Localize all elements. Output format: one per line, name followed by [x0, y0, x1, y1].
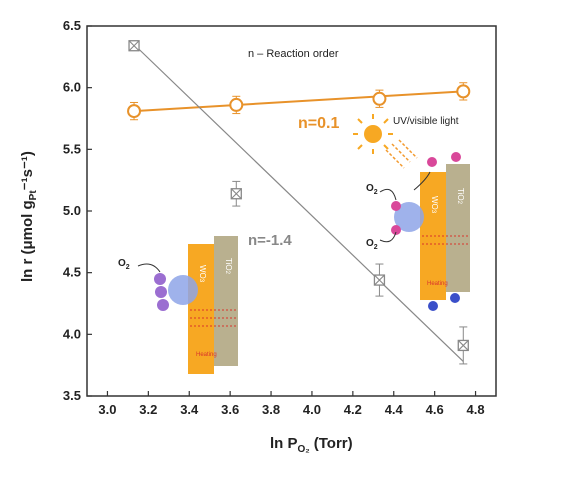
tick-labels: 3.0 3.2 3.4 3.6 3.8 4.0 4.2 4.4 4.6 4.8 3.5 4.0 4.5 5…: [63, 18, 485, 417]
data-point: [128, 40, 140, 52]
wo3-label-left: WO3: [198, 265, 207, 283]
o2-label-right-top: O2: [366, 183, 378, 196]
y-tick-label: 5.5: [63, 141, 81, 156]
o2-label-left: O2: [118, 258, 130, 271]
data-markers: [127, 40, 471, 352]
y-tick-label: 3.5: [63, 388, 81, 403]
data-point: [229, 97, 244, 112]
y-tick-label: 5.0: [63, 203, 81, 218]
x-tick-label: 4.2: [344, 402, 362, 417]
axis-ticks: [87, 25, 477, 397]
x-tick-label: 4.8: [467, 402, 485, 417]
o2-label-right-bottom: O2: [366, 238, 378, 251]
tio2-label-right: TiO2: [456, 188, 465, 205]
n-gray-label: n=-1.4: [248, 232, 292, 249]
catalyst-illustration-right: WO3 TiO2 Heating O2 O2: [366, 152, 470, 311]
reaction-order-note: n – Reaction order: [248, 48, 339, 60]
x-tick-label: 3.6: [221, 402, 239, 417]
x-tick-label: 4.4: [385, 402, 404, 417]
fit-lines: [133, 44, 464, 362]
y-axis-label: ln r (μmol gPt⁻¹s⁻¹): [19, 151, 39, 282]
data-point: [373, 274, 386, 286]
data-point: [456, 84, 471, 99]
x-tick-label: 3.8: [262, 402, 280, 417]
wo3-label-right: WO3: [430, 196, 439, 214]
x-tick-label: 3.0: [98, 402, 116, 417]
x-tick-label: 3.2: [139, 402, 157, 417]
heating-label-right: Heating: [427, 281, 448, 287]
x-tick-label: 4.0: [303, 402, 321, 417]
y-tick-label: 4.5: [63, 265, 81, 280]
catalyst-illustration-left: WO3 TiO2 Heating O2: [118, 236, 238, 374]
fit-line: [133, 44, 464, 362]
uv-light-label: UV/visible light: [393, 116, 459, 127]
sun-icon: [353, 114, 418, 169]
data-point: [372, 91, 387, 106]
data-point: [127, 104, 142, 119]
x-tick-label: 3.4: [180, 402, 199, 417]
y-tick-label: 6.0: [63, 80, 81, 95]
heating-label-left: Heating: [196, 352, 217, 358]
y-tick-label: 4.0: [63, 326, 81, 341]
n-orange-label: n=0.1: [298, 115, 339, 132]
data-point: [457, 339, 469, 352]
y-tick-label: 6.5: [63, 18, 81, 33]
tio2-label-left: TiO2: [224, 258, 233, 275]
fit-line: [133, 90, 464, 113]
data-point: [230, 188, 242, 200]
x-tick-label: 4.6: [426, 402, 444, 417]
x-axis-label: ln PO₂ (Torr): [270, 435, 353, 455]
